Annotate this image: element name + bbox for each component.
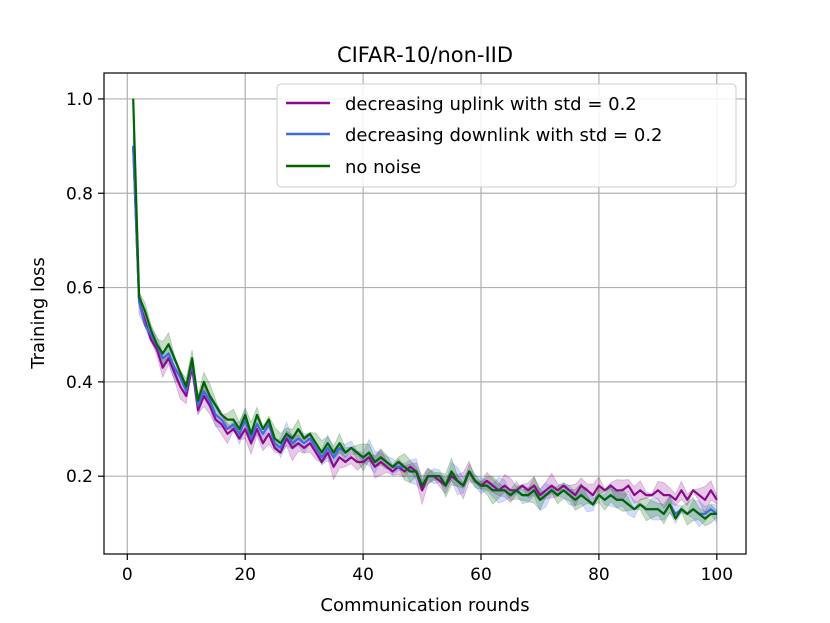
legend: decreasing uplink with std = 0.2 decreas… [276,83,737,188]
legend-label-downlink: decreasing downlink with std = 0.2 [345,125,663,146]
series-lines [132,98,718,520]
legend-label-no-noise: no noise [345,157,421,178]
chart-title: CIFAR-10/non-IID [337,43,513,67]
y-tick-label: 1.0 [66,90,93,110]
y-tick-label: 0.4 [66,373,93,393]
x-tick-label: 80 [588,565,610,585]
y-axis-label: Training loss [28,257,49,370]
y-tick-label: 0.2 [66,467,93,487]
legend-label-uplink: decreasing uplink with std = 0.2 [345,94,637,115]
y-axis-ticks: 0.2 0.4 0.6 0.8 1.0 [66,90,104,487]
series-line-decreasing-uplink-with-std-0-2 [132,146,718,501]
band-decreasing-downlink-with-std-0-2 [132,134,718,528]
x-axis-ticks: 0 20 40 60 80 100 [122,554,733,585]
x-tick-label: 20 [234,565,256,585]
y-tick-label: 0.6 [66,279,93,299]
x-tick-label: 100 [701,565,733,585]
plot-frame [103,72,747,555]
x-tick-label: 60 [470,565,492,585]
x-tick-label: 0 [122,565,133,585]
y-tick-label: 0.8 [66,184,93,204]
series-line-no-noise [132,98,717,520]
x-tick-label: 40 [352,565,374,585]
x-axis-label: Communication rounds [320,595,529,616]
legend-box [276,83,737,188]
